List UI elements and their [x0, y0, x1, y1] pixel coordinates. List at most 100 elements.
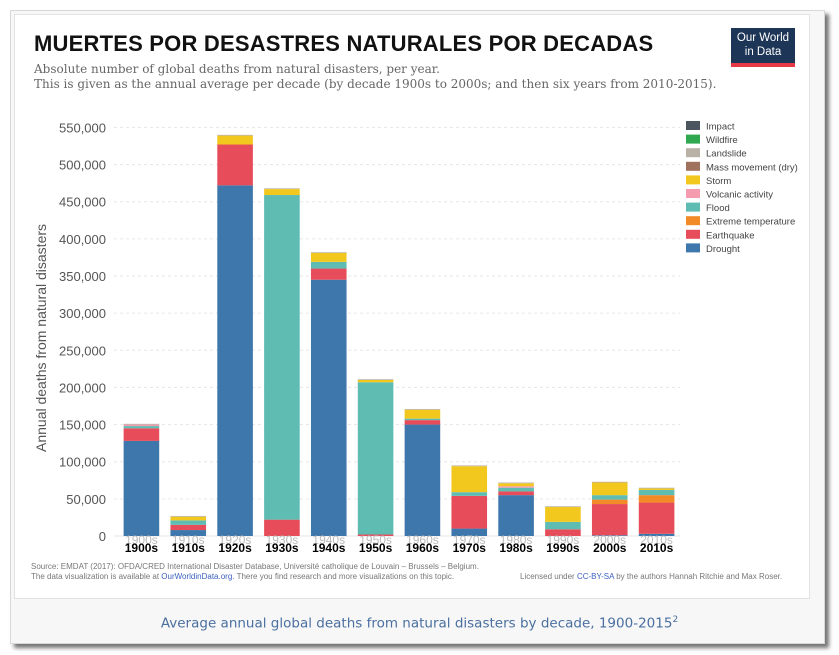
x-tick-label: 1980s: [499, 541, 533, 555]
y-tick-label: 550,000: [59, 120, 106, 135]
bar-segment-earthquake: [451, 495, 488, 529]
bar-segment-earthquake: [310, 268, 347, 280]
chart-subtitle-line-2: This is given as the annual average per …: [34, 77, 717, 91]
owid-link[interactable]: OurWorldinData.org: [161, 572, 233, 581]
legend-label: Storm: [706, 176, 731, 187]
legend-swatch: [686, 134, 700, 144]
x-tick-label-faint: 1930s: [266, 533, 299, 547]
legend-label: Landslide: [706, 149, 747, 160]
bar-segment-landslide: [357, 379, 394, 380]
y-tick-label: 500,000: [59, 158, 106, 173]
bar-segment-storm: [591, 482, 628, 496]
legend-swatch: [686, 148, 700, 158]
bar-segment-extreme-temperature: [591, 499, 628, 505]
y-tick-label: 250,000: [59, 343, 106, 358]
legend-swatch: [686, 189, 700, 198]
x-tick-label: 1960s: [406, 541, 440, 555]
legend-swatch: [686, 216, 700, 226]
chart-subtitle-line-1: Absolute number of global deaths from na…: [34, 62, 440, 76]
bar-segment-earthquake: [545, 529, 581, 536]
bar-segment-storm: [357, 380, 394, 383]
figure-caption: Average annual global deaths from natura…: [0, 615, 839, 632]
x-tick-label: 1940s: [312, 541, 346, 555]
x-tick-label: 2000s: [593, 541, 627, 555]
bar-segment-landslide: [451, 465, 488, 467]
bar-segment-storm: [264, 189, 300, 196]
x-tick-label-faint: 2010s: [640, 533, 673, 547]
x-tick-label: 1920s: [218, 541, 252, 555]
legend-swatch: [686, 161, 700, 171]
source-note: Source: EMDAT (2017): OFDA/CRED Internat…: [31, 562, 479, 571]
logo-line-1: Our World: [736, 32, 790, 44]
owid-logo[interactable]: Our World in Data: [731, 28, 795, 67]
caption-footnote[interactable]: 2: [672, 615, 679, 625]
bar-segment-flood: [123, 426, 160, 429]
bar-segment-earthquake: [217, 144, 253, 186]
legend-swatch: [686, 175, 700, 185]
bar-segment-landslide: [217, 134, 253, 136]
bar-segment-earthquake: [638, 502, 675, 534]
license-link[interactable]: CC-BY-SA: [576, 572, 614, 581]
bar-segment-flood: [591, 495, 628, 500]
license-prefix: Licensed under: [520, 572, 577, 581]
legend-swatch: [686, 121, 700, 130]
logo-line-2: in Data: [744, 46, 782, 58]
bar-segment-drought: [404, 424, 441, 536]
bar-segment-storm: [545, 507, 581, 522]
y-tick-label: 350,000: [59, 269, 106, 284]
legend-label: Flood: [706, 203, 730, 214]
legend-swatch: [686, 229, 700, 239]
legend-label: Drought: [706, 244, 740, 255]
bar-segment-drought: [451, 528, 488, 536]
bar-segment-storm: [638, 488, 675, 490]
legend-label: Wildfire: [706, 135, 738, 146]
bar-segment-landslide: [638, 487, 675, 489]
bar-segment-flood: [545, 521, 581, 530]
bar-segment-earthquake: [123, 428, 160, 441]
x-tick-label-faint: 1920s: [219, 533, 252, 547]
bar-segment-extreme-temperature: [638, 495, 675, 503]
bar-segment-storm: [217, 135, 253, 145]
bar-segment-flood: [170, 520, 207, 525]
bar-segment-earthquake: [404, 420, 441, 425]
caption-text: Average annual global deaths from natura…: [160, 615, 673, 632]
bar-segment-flood: [638, 489, 675, 496]
x-tick-label: 1990s: [546, 541, 580, 555]
bar-segment-flood: [310, 261, 347, 269]
bar-segment-earthquake: [498, 491, 534, 496]
x-tick-label-faint: 1910s: [172, 533, 205, 547]
x-tick-label-faint: 1980s: [500, 533, 533, 547]
bar-segment-earthquake: [264, 519, 300, 536]
bar-segment-drought: [638, 533, 675, 536]
x-tick-label: 2010s: [640, 541, 674, 555]
bar-segment-drought: [310, 279, 347, 536]
x-tick-label-faint: 1940s: [312, 533, 345, 547]
y-tick-label: 150,000: [59, 418, 106, 433]
x-tick-label-faint: 2000s: [593, 533, 626, 547]
bar-segment-landslide: [264, 188, 300, 190]
bar-segment-landslide: [170, 515, 207, 517]
x-tick-label-faint: 1970s: [453, 533, 486, 547]
x-tick-label-faint: 1900s: [125, 533, 158, 547]
bar-segment-drought: [170, 530, 207, 536]
y-tick-label: 200,000: [59, 380, 106, 395]
bar-segment-earthquake: [591, 504, 628, 536]
bar-segment-earthquake: [357, 534, 394, 536]
bar-segment-storm: [310, 252, 347, 262]
x-tick-label-faint: 1950s: [359, 533, 392, 547]
license-suffix: by the authors Hannah Ritchie and Max Ro…: [614, 572, 783, 581]
bar-segment-flood: [451, 492, 488, 496]
y-tick-label: 300,000: [59, 306, 106, 321]
x-tick-label-faint: 1990s: [547, 533, 580, 547]
bar-segment-flood: [264, 195, 300, 520]
bar-segment-landslide: [310, 252, 347, 253]
y-tick-label: 0: [99, 529, 106, 544]
license-note: Licensed under CC-BY-SA by the authors H…: [520, 572, 782, 581]
bar-segment-storm: [451, 466, 488, 493]
bar-segment-landslide: [404, 408, 441, 410]
availability-note: The data visualization is available at O…: [31, 572, 454, 581]
x-tick-label: 1970s: [453, 541, 487, 555]
legend-label: Mass movement (dry): [706, 162, 798, 173]
y-tick-label: 50,000: [66, 492, 106, 507]
